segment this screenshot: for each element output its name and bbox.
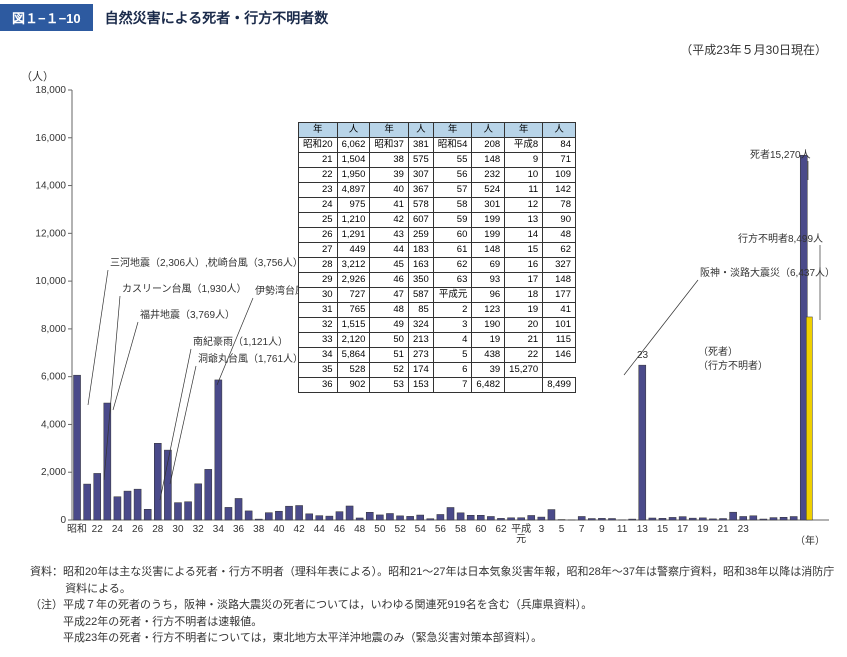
svg-text:28: 28 (152, 524, 164, 535)
svg-text:阪神・淡路大震災（6,437人）: 阪神・淡路大震災（6,437人） (700, 266, 835, 279)
svg-text:（年）: （年） (795, 534, 825, 547)
svg-text:21: 21 (717, 524, 729, 535)
svg-text:17: 17 (677, 524, 689, 535)
svg-text:12,000: 12,000 (35, 228, 66, 239)
svg-text:行方不明者8,499人: 行方不明者8,499人 (738, 232, 823, 245)
svg-text:洞爺丸台風（1,761人）: 洞爺丸台風（1,761人） (198, 352, 303, 365)
svg-text:死者15,270人: 死者15,270人 (750, 149, 811, 161)
svg-text:カスリーン台風（1,930人）: カスリーン台風（1,930人） (122, 282, 247, 295)
svg-text:7: 7 (579, 524, 585, 535)
svg-text:0: 0 (60, 515, 66, 526)
svg-text:2,000: 2,000 (41, 467, 66, 478)
table-side-year: 23 (637, 350, 648, 361)
table-side-dead: （死者） (698, 343, 738, 358)
svg-text:3: 3 (539, 524, 545, 535)
svg-text:36: 36 (233, 524, 245, 535)
svg-text:6,000: 6,000 (41, 372, 66, 383)
svg-text:60: 60 (475, 524, 487, 535)
svg-text:52: 52 (394, 524, 406, 535)
chart-container: （人） 0 2,000 4,000 6,000 8,000 10,000 12,000 14,0… (0, 60, 847, 560)
footer-notes: 資料：昭和20年は主な災害による死者・行方不明者（理科年表による）。昭和21～2… (0, 560, 847, 657)
svg-text:福井地震（3,769人）: 福井地震（3,769人） (140, 308, 235, 321)
svg-text:26: 26 (132, 524, 144, 535)
svg-text:11: 11 (617, 524, 628, 535)
svg-text:18,000: 18,000 (35, 85, 66, 96)
svg-text:元: 元 (516, 534, 526, 545)
footer-line2: （注）平成７年の死者のうち，阪神・淡路大震災の死者については，いわゆる関連死91… (30, 597, 837, 614)
svg-text:8,000: 8,000 (41, 324, 66, 335)
svg-text:13: 13 (637, 524, 649, 535)
svg-text:50: 50 (374, 524, 386, 535)
data-table: 年人年人年人年人 昭和206,062昭和37381昭和54208平成884211… (298, 122, 576, 393)
svg-text:38: 38 (253, 524, 265, 535)
svg-text:54: 54 (415, 524, 427, 535)
svg-text:14,000: 14,000 (35, 181, 66, 192)
svg-text:24: 24 (112, 524, 124, 535)
svg-text:40: 40 (273, 524, 285, 535)
svg-text:23: 23 (738, 524, 750, 535)
svg-text:10,000: 10,000 (35, 276, 66, 287)
svg-text:（人）: （人） (21, 70, 54, 83)
svg-text:56: 56 (435, 524, 447, 535)
svg-text:42: 42 (294, 524, 306, 535)
svg-text:5: 5 (559, 524, 565, 535)
svg-text:南紀豪雨（1,121人）: 南紀豪雨（1,121人） (193, 335, 288, 348)
svg-text:32: 32 (193, 524, 205, 535)
svg-text:15: 15 (657, 524, 669, 535)
svg-text:16,000: 16,000 (35, 133, 66, 144)
svg-text:62: 62 (495, 524, 507, 535)
svg-text:58: 58 (455, 524, 467, 535)
svg-text:30: 30 (172, 524, 184, 535)
figure-title: 自然災害による死者・行方不明者数 (105, 8, 329, 28)
table-side-missing: （行方不明者） (698, 357, 768, 372)
svg-text:34: 34 (213, 524, 225, 535)
svg-text:22: 22 (92, 524, 104, 535)
svg-text:三河地震（2,306人）,枕崎台風（3,756人）: 三河地震（2,306人）,枕崎台風（3,756人） (110, 256, 303, 269)
svg-text:19: 19 (697, 524, 709, 535)
date-note: （平成23年５月30日現在） (0, 35, 847, 60)
figure-number: 図１−１−10 (0, 4, 93, 31)
footer-line3: 平成22年の死者・行方不明者は速報値。 (30, 614, 837, 631)
svg-text:4,000: 4,000 (41, 419, 66, 430)
footer-line1: 資料：昭和20年は主な災害による死者・行方不明者（理科年表による）。昭和21～2… (30, 564, 837, 597)
svg-text:46: 46 (334, 524, 346, 535)
svg-text:48: 48 (354, 524, 366, 535)
svg-text:9: 9 (599, 524, 605, 535)
svg-text:昭和: 昭和 (67, 523, 87, 535)
footer-line4: 平成23年の死者・行方不明者については，東北地方太平洋沖地震のみ（緊急災害対策本… (30, 630, 837, 647)
svg-text:44: 44 (314, 524, 326, 535)
